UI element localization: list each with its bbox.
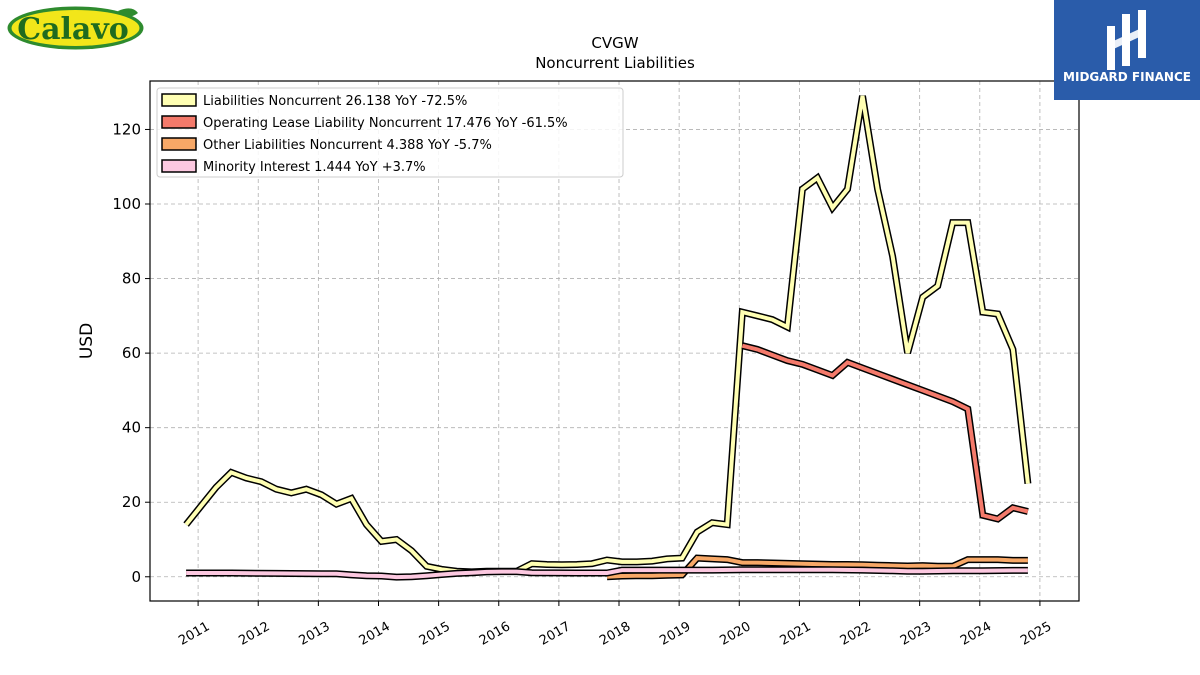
- y-tick-label: 0: [131, 568, 141, 586]
- chart-title: CVGW: [591, 34, 638, 52]
- legend-label: Other Liabilities Noncurrent 4.388 YoY -…: [203, 138, 492, 153]
- x-tick-label: 2017: [537, 619, 573, 649]
- calavo-logo-text: Calavo: [17, 12, 129, 47]
- legend-swatch: [161, 93, 197, 107]
- y-tick-label: 80: [122, 270, 141, 288]
- x-tick-label: 2018: [597, 619, 633, 649]
- x-tick-label: 2014: [357, 619, 393, 649]
- legend-label: Liabilities Noncurrent 26.138 YoY -72.5%: [203, 94, 467, 109]
- legend-label: Operating Lease Liability Noncurrent 17.…: [203, 116, 568, 131]
- y-tick-label: 60: [122, 344, 141, 362]
- midgard-finance-text: MIDGARD FINANCE: [1063, 70, 1191, 84]
- legend-swatch: [161, 115, 197, 129]
- x-tick-label: 2019: [657, 619, 693, 649]
- x-tick-label: 2021: [778, 619, 814, 649]
- x-tick-label: 2025: [1018, 619, 1054, 649]
- x-tick-label: 2011: [176, 619, 212, 649]
- series-line-3: [186, 567, 1028, 580]
- series-line-1: [741, 343, 1029, 522]
- x-tick-label: 2020: [717, 619, 753, 649]
- x-tick-label: 2016: [477, 619, 513, 649]
- x-tick-label: 2012: [236, 619, 272, 649]
- x-tick-label: 2024: [958, 619, 994, 649]
- x-tick-label: 2013: [297, 619, 333, 649]
- chart-subtitle: Noncurrent Liabilities: [535, 54, 695, 72]
- series-line-2: [606, 556, 1028, 579]
- y-axis-label: USD: [77, 323, 97, 359]
- series-layer: [183, 95, 1032, 581]
- y-tick-label: 20: [122, 493, 141, 511]
- y-tick-label: 40: [122, 419, 141, 437]
- series-line-0: [184, 95, 1030, 574]
- midgard-finance-logo: MIDGARD FINANCE: [1054, 0, 1200, 100]
- legend-box: [156, 87, 624, 178]
- legend: Liabilities Noncurrent 26.138 YoY -72.5%…: [156, 87, 624, 178]
- y-tick-label: 100: [112, 195, 141, 213]
- series-outline-1: [741, 342, 1029, 523]
- x-tick-label: 2022: [838, 619, 874, 649]
- calavo-logo: Calavo: [6, 5, 145, 51]
- legend-swatch: [161, 159, 197, 173]
- x-tick-label: 2023: [898, 619, 934, 649]
- plot-frame: [149, 80, 1080, 602]
- legend-swatch: [161, 137, 197, 151]
- y-tick-label: 120: [112, 120, 141, 138]
- legend-label: Minority Interest 1.444 YoY +3.7%: [203, 160, 426, 175]
- x-tick-label: 2015: [417, 619, 453, 649]
